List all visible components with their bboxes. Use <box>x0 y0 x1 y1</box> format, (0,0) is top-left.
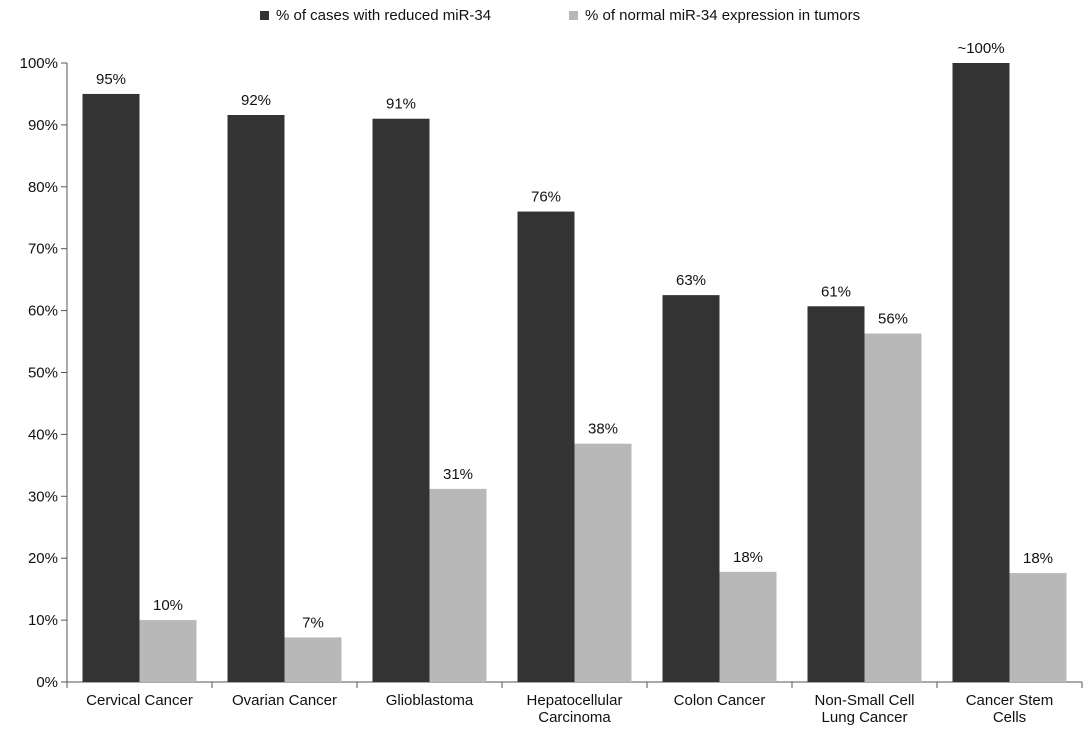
x-category-label-line: Cervical Cancer <box>86 692 193 709</box>
x-category-label-line: Lung Cancer <box>822 709 908 726</box>
bar-normal-mir34 <box>864 333 922 682</box>
x-category-label: Cancer Stem Cells <box>966 692 1054 726</box>
x-category-label-line: Carcinoma <box>538 709 611 726</box>
bar-reduced-mir34 <box>807 306 865 682</box>
bar-normal-mir34 <box>1009 573 1067 682</box>
legend-entry: % of cases with reduced miR-34 <box>276 7 491 24</box>
bar-normal-mir34 <box>284 637 342 682</box>
y-tick-label: 90% <box>28 117 58 134</box>
data-label: 61% <box>821 283 851 300</box>
data-label: 95% <box>96 71 126 88</box>
y-tick-label: 40% <box>28 426 58 443</box>
bar-reduced-mir34 <box>82 93 140 682</box>
x-axis: Cervical Cancer Ovarian Cancer Glioblastom… <box>66 681 1083 726</box>
data-label: 76% <box>531 189 561 206</box>
x-category-label: Cervical Cancer <box>86 692 193 709</box>
x-category-label: Non-Small Cell Lung Cancer <box>814 692 914 726</box>
data-label: 63% <box>676 272 706 289</box>
x-category-label-line: Colon Cancer <box>674 692 766 709</box>
data-label: 38% <box>588 421 618 438</box>
x-category-label: Glioblastoma <box>386 692 474 709</box>
legend: % of cases with reduced miR-34 % of norma… <box>260 7 860 24</box>
legend-entry: % of normal miR-34 expression in tumors <box>585 7 860 24</box>
bar-reduced-mir34 <box>662 295 720 682</box>
y-tick-label: 20% <box>28 550 58 567</box>
y-tick-label: 80% <box>28 179 58 196</box>
x-category-label-line: Glioblastoma <box>386 692 474 709</box>
y-axis: 0% 10% 20% 30% 40% 50% 60% 70% 80% 90% 100% <box>20 55 68 691</box>
y-tick-label: 60% <box>28 303 58 320</box>
bar-normal-mir34 <box>429 488 487 682</box>
data-label: ~100% <box>957 40 1004 57</box>
x-category-label: Colon Cancer <box>674 692 766 709</box>
data-label: 56% <box>878 311 908 328</box>
y-tick-label: 70% <box>28 241 58 258</box>
x-category-label: Hepatocellular Carcinoma <box>527 692 623 726</box>
x-category-label-line: Non-Small Cell <box>814 692 914 709</box>
x-category-label-line: Hepatocellular <box>527 692 623 709</box>
bar-normal-mir34 <box>719 571 777 682</box>
y-tick-label: 30% <box>28 488 58 505</box>
bar-reduced-mir34 <box>517 211 575 682</box>
data-label: 18% <box>1023 550 1053 567</box>
legend-swatch <box>260 11 269 20</box>
data-label: 10% <box>153 597 183 614</box>
y-tick-label: 0% <box>36 674 58 691</box>
y-tick-label: 100% <box>20 55 58 72</box>
y-tick-label: 50% <box>28 365 58 382</box>
data-label: 7% <box>302 614 324 631</box>
data-label: 92% <box>241 92 271 109</box>
bar-reduced-mir34 <box>952 63 1010 682</box>
x-category-label-line: Ovarian Cancer <box>232 692 337 709</box>
x-category-label-line: Cancer Stem <box>966 692 1054 709</box>
bar-reduced-mir34 <box>227 114 285 683</box>
bar-reduced-mir34 <box>372 118 430 682</box>
data-label: 18% <box>733 549 763 566</box>
bars <box>82 63 1067 683</box>
bar-normal-mir34 <box>139 620 197 682</box>
y-tick-label: 10% <box>28 612 58 629</box>
bar-labels: 95% 10% 92% 7% 91% 31% 76% 38% 63% 18% 61% 56% ~100%… <box>96 40 1053 631</box>
data-label: 31% <box>443 466 473 483</box>
x-category-label-line: Cells <box>993 709 1026 726</box>
x-category-label: Ovarian Cancer <box>232 692 337 709</box>
data-label: 91% <box>386 96 416 113</box>
bar-normal-mir34 <box>574 443 632 682</box>
legend-swatch <box>569 11 578 20</box>
